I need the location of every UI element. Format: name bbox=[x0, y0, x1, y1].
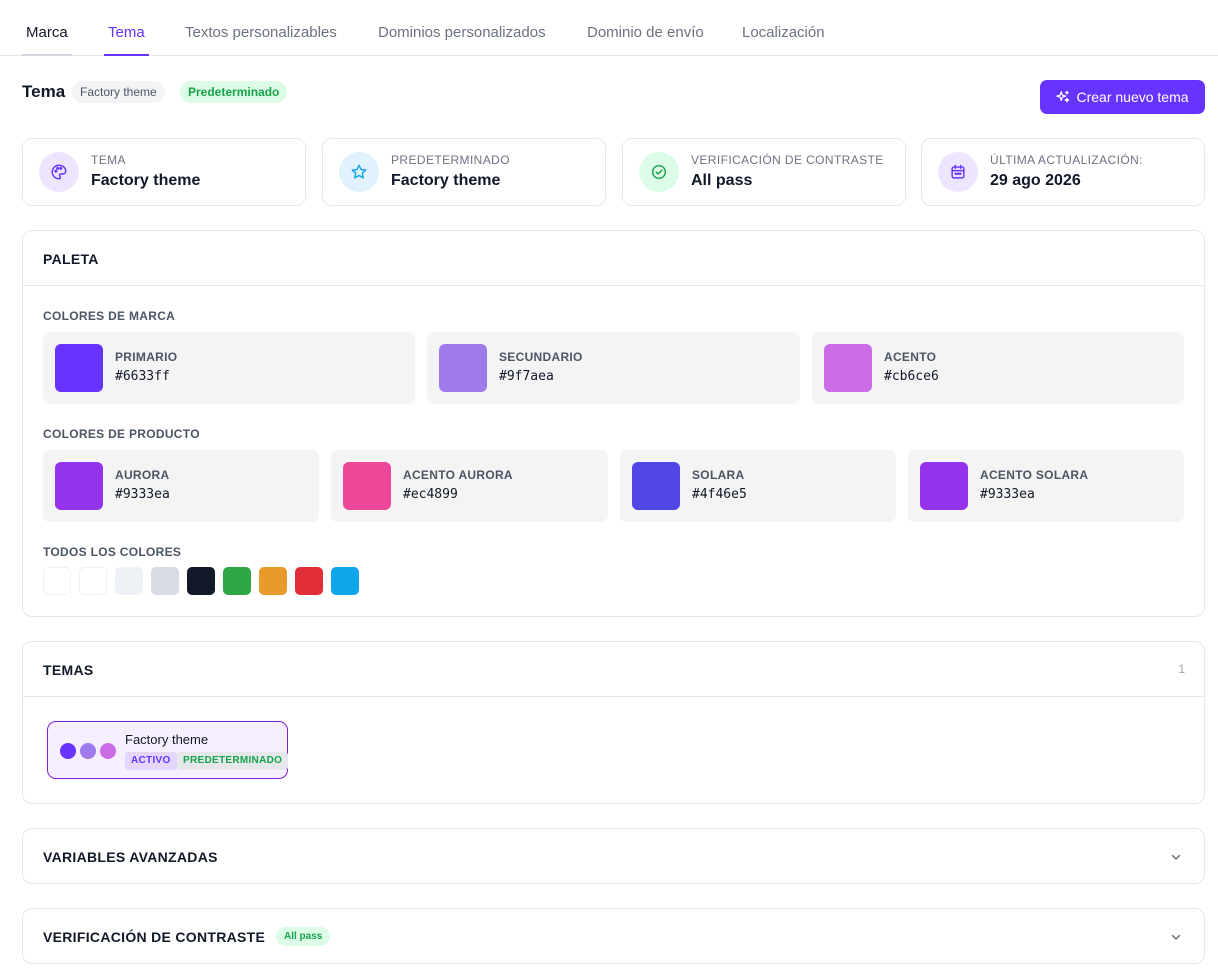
tab-tema[interactable]: Tema bbox=[108, 24, 145, 41]
color-dot[interactable] bbox=[295, 567, 323, 595]
stat-card-tema: TEMA Factory theme bbox=[22, 138, 306, 206]
tab-textos-personalizables[interactable]: Textos personalizables bbox=[185, 24, 337, 41]
tab-label: Marca bbox=[26, 24, 68, 41]
theme-color-dot bbox=[100, 743, 116, 759]
stat-label: PREDETERMINADO bbox=[391, 153, 510, 167]
color-name: SECUNDARIO bbox=[499, 350, 583, 364]
tab-label: Dominio de envío bbox=[587, 24, 704, 41]
color-name: AURORA bbox=[115, 468, 170, 482]
tab-label: Tema bbox=[108, 24, 145, 41]
palette-icon bbox=[39, 152, 79, 192]
themes-panel-header: TEMAS 1 bbox=[23, 642, 1204, 697]
color-swatch bbox=[55, 344, 103, 392]
color-dot[interactable] bbox=[151, 567, 179, 595]
color-swatch bbox=[824, 344, 872, 392]
product-color-card[interactable]: ACENTO AURORA #ec4899 bbox=[331, 450, 608, 522]
color-hex: #cb6ce6 bbox=[884, 369, 939, 384]
themes-title: TEMAS bbox=[43, 662, 94, 678]
page-title: Tema bbox=[22, 82, 66, 101]
color-hex: #9333ea bbox=[115, 487, 170, 502]
check-circle-icon bbox=[639, 152, 679, 192]
color-name: SOLARA bbox=[692, 468, 745, 482]
calendar-icon bbox=[938, 152, 978, 192]
stat-label: ÚLTIMA ACTUALIZACIÓN: bbox=[990, 153, 1143, 167]
palette-title: PALETA bbox=[43, 251, 99, 267]
color-dot[interactable] bbox=[43, 567, 71, 595]
stat-value: 29 ago 2026 bbox=[990, 172, 1081, 189]
color-hex: #9333ea bbox=[980, 487, 1035, 502]
color-name: ACENTO AURORA bbox=[403, 468, 513, 482]
tab-marca-underline bbox=[22, 54, 72, 56]
chevron-down-icon[interactable] bbox=[1170, 931, 1182, 943]
sparkle-icon bbox=[1056, 90, 1070, 103]
stat-value: Factory theme bbox=[91, 172, 201, 189]
color-swatch bbox=[343, 462, 391, 510]
contrast-status-badge: All pass bbox=[276, 927, 331, 946]
all-colors-label: TODOS LOS COLORES bbox=[43, 545, 182, 559]
advanced-variables-title: VARIABLES AVANZADAS bbox=[43, 849, 218, 865]
theme-name-pill: Factory theme bbox=[72, 81, 165, 103]
brand-color-card[interactable]: SECUNDARIO #9f7aea bbox=[427, 332, 800, 404]
stat-label: TEMA bbox=[91, 153, 126, 167]
active-tag: ACTIVO bbox=[125, 752, 177, 770]
color-dot[interactable] bbox=[223, 567, 251, 595]
product-color-card[interactable]: SOLARA #4f46e5 bbox=[620, 450, 896, 522]
color-name: PRIMARIO bbox=[115, 350, 178, 364]
brand-colors-label: COLORES DE MARCA bbox=[43, 309, 176, 323]
themes-panel: TEMAS 1 Factory theme ACTIVO PREDETERMIN… bbox=[22, 641, 1205, 804]
stat-card-predeterminado: PREDETERMINADO Factory theme bbox=[322, 138, 606, 206]
palette-panel: PALETA COLORES DE MARCA PRIMARIO #6633ff… bbox=[22, 230, 1205, 617]
product-color-card[interactable]: ACENTO SOLARA #9333ea bbox=[908, 450, 1184, 522]
default-tag: PREDETERMINADO bbox=[177, 752, 289, 770]
palette-panel-header: PALETA bbox=[23, 231, 1204, 286]
brand-color-card[interactable]: ACENTO #cb6ce6 bbox=[812, 332, 1184, 404]
color-dot[interactable] bbox=[79, 567, 107, 595]
tab-dominio-envio[interactable]: Dominio de envío bbox=[587, 24, 704, 41]
color-name: ACENTO bbox=[884, 350, 937, 364]
chevron-down-icon[interactable] bbox=[1170, 851, 1182, 863]
themes-count: 1 bbox=[1178, 662, 1185, 676]
color-swatch bbox=[632, 462, 680, 510]
color-dot[interactable] bbox=[115, 567, 143, 595]
stat-value: Factory theme bbox=[391, 172, 501, 189]
tab-bar: Marca Tema Textos personalizables Domini… bbox=[0, 0, 1218, 56]
stat-card-contraste: VERIFICACIÓN DE CONTRASTE All pass bbox=[622, 138, 906, 206]
tab-tema-underline bbox=[104, 54, 149, 56]
color-hex: #ec4899 bbox=[403, 487, 458, 502]
stat-card-actualizacion: ÚLTIMA ACTUALIZACIÓN: 29 ago 2026 bbox=[921, 138, 1205, 206]
color-hex: #6633ff bbox=[115, 369, 170, 384]
theme-card-factory[interactable]: Factory theme ACTIVO PREDETERMINADO bbox=[47, 721, 289, 779]
stat-label: VERIFICACIÓN DE CONTRASTE bbox=[691, 153, 884, 167]
advanced-variables-panel[interactable]: VARIABLES AVANZADAS bbox=[22, 828, 1205, 884]
color-dot[interactable] bbox=[259, 567, 287, 595]
product-color-card[interactable]: AURORA #9333ea bbox=[43, 450, 319, 522]
color-dot[interactable] bbox=[331, 567, 359, 595]
color-hex: #9f7aea bbox=[499, 369, 554, 384]
tab-dominios-personalizados[interactable]: Dominios personalizados bbox=[378, 24, 546, 41]
contrast-check-panel[interactable]: VERIFICACIÓN DE CONTRASTE All pass bbox=[22, 908, 1205, 964]
theme-color-dot bbox=[80, 743, 96, 759]
tab-marca[interactable]: Marca bbox=[26, 24, 68, 41]
tab-localizacion[interactable]: Localización bbox=[742, 24, 825, 41]
tab-label: Localización bbox=[742, 24, 825, 41]
product-colors-label: COLORES DE PRODUCTO bbox=[43, 427, 200, 441]
tab-label: Dominios personalizados bbox=[378, 24, 546, 41]
theme-name: Factory theme bbox=[125, 732, 209, 747]
color-swatch bbox=[439, 344, 487, 392]
default-pill: Predeterminado bbox=[180, 81, 288, 103]
color-hex: #4f46e5 bbox=[692, 487, 747, 502]
create-theme-label: Crear nuevo tema bbox=[1076, 89, 1189, 105]
theme-color-dot bbox=[60, 743, 76, 759]
create-theme-button[interactable]: Crear nuevo tema bbox=[1040, 80, 1205, 114]
color-swatch bbox=[920, 462, 968, 510]
tab-label: Textos personalizables bbox=[185, 24, 337, 41]
stat-value: All pass bbox=[691, 172, 753, 189]
color-swatch bbox=[55, 462, 103, 510]
color-dot[interactable] bbox=[187, 567, 215, 595]
color-name: ACENTO SOLARA bbox=[980, 468, 1089, 482]
brand-color-card[interactable]: PRIMARIO #6633ff bbox=[43, 332, 415, 404]
star-icon bbox=[339, 152, 379, 192]
contrast-check-title: VERIFICACIÓN DE CONTRASTE bbox=[43, 929, 266, 945]
